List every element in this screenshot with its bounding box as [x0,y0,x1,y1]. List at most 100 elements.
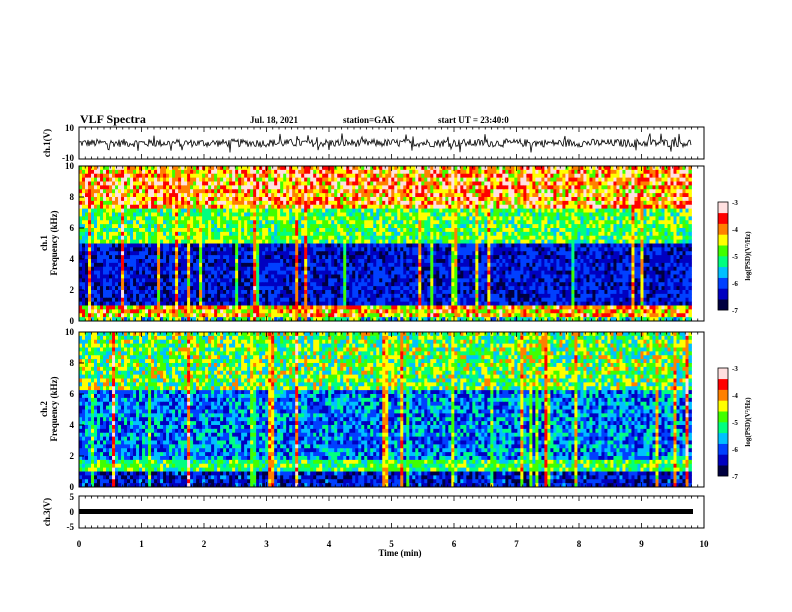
spectrogram-cell [91,189,95,194]
spectrogram-cell [283,224,287,229]
spectrogram-cell [496,185,500,190]
spectrogram-cell [445,197,449,202]
spectrogram-cell [172,177,176,182]
spectrogram-cell [688,200,692,206]
spectrogram-cell [160,239,164,244]
spectrogram-cell [577,224,581,229]
spectrogram-cell [550,216,554,221]
spectrogram-cell [121,216,125,221]
spectrogram-cell [343,177,347,182]
spectrogram-cell [160,255,164,260]
spectrogram-cell [688,255,692,260]
spectrogram-cell [256,181,260,186]
spectrogram-cell [415,228,419,233]
spectrogram-cell [103,193,107,198]
spectrogram-cell [355,193,359,198]
spectrogram-cell [631,193,635,198]
spectrogram-cell [619,166,623,171]
spectrogram-cell [343,243,347,248]
spectrogram-cell [448,185,452,190]
spectrogram-cell [406,224,410,229]
spectrogram-cell [490,212,494,217]
spectrogram-cell [184,247,188,252]
spectrogram-cell [604,181,608,186]
spectrogram-cell [643,251,647,256]
spectrogram-cell [256,166,260,171]
spectrogram-cell [235,208,239,213]
spectrogram-cell [301,255,305,260]
spectrogram-cell [205,251,209,256]
spectrogram-cell [304,197,308,202]
spectrogram-cell [565,169,569,175]
spectrogram-cell [520,166,524,171]
spectrogram-cell [274,212,278,217]
spectrogram-cell [574,185,578,190]
spectrogram-cell [340,247,344,252]
spectrogram-cell [85,255,89,260]
spectrogram-cell [301,173,305,179]
spectrogram-cell [382,224,386,229]
spectrogram-cell [394,255,398,260]
spectrogram-cell [379,235,383,241]
spectrogram-cell [526,212,530,217]
spectrogram-cell [337,239,341,244]
spectrogram-cell [199,173,203,179]
spectrogram-cell [169,231,173,237]
spectrogram-cell [415,200,419,206]
spectrogram-cell [403,247,407,252]
spectrogram-cell [127,259,131,264]
spectrogram-cell [79,197,83,202]
spectrogram-cell [82,208,86,213]
spectrogram-cell [673,177,677,182]
spectrogram-cell [628,200,632,206]
spectrogram-cell [94,185,98,190]
spectrogram-cell [643,193,647,198]
spectrogram-cell [217,216,221,221]
spectrogram-cell [553,204,557,210]
spectrogram-cell [595,255,599,260]
spectrogram-cell [238,231,242,237]
spectrogram-cell [349,166,353,171]
spectrogram-cell [463,224,467,229]
spectrogram-cell [607,177,611,182]
spectrogram-cell [313,259,317,264]
spectrogram-cell [418,169,422,175]
spectrogram-cell [91,259,95,264]
spectrogram-cell [349,247,353,252]
spectrogram-cell [559,224,563,229]
spectrogram-cell [457,235,461,241]
spectrogram-cell [499,243,503,248]
spectrogram-cell [148,212,152,217]
spectrogram-cell [130,197,134,202]
spectrogram-cell [91,177,95,182]
spectrogram-cell [148,235,152,241]
spectrogram-cell [154,208,158,213]
spectrogram-cell [388,173,392,179]
spectrogram-cell [559,251,563,256]
spectrogram-cell [313,231,317,237]
spectrogram-cell [304,228,308,233]
spectrogram-cell [604,228,608,233]
spectrogram-cell [385,169,389,175]
spectrogram-cell [298,216,302,221]
spectrogram-cell [79,212,83,217]
spectrogram-cell [511,224,515,229]
spectrogram-cell [253,224,257,229]
spectrogram-cell [115,228,119,233]
spectrogram-cell [241,173,245,179]
spectrogram-cell [157,173,161,179]
spectrogram-cell [151,231,155,237]
spectrogram-cell [613,181,617,186]
spectrogram-cell [631,177,635,182]
spectrogram-cell [169,243,173,248]
spectrogram-cell [208,224,212,229]
spectrogram-cell [667,200,671,206]
spectrogram-cell [127,200,131,206]
spectrogram-cell [493,197,497,202]
spectrogram-cell [553,177,557,182]
spectrogram-cell [331,239,335,244]
spectrogram-cell [430,189,434,194]
spectrogram-cell [133,235,137,241]
spectrogram-cell [316,231,320,237]
spectrogram-cell [496,231,500,237]
